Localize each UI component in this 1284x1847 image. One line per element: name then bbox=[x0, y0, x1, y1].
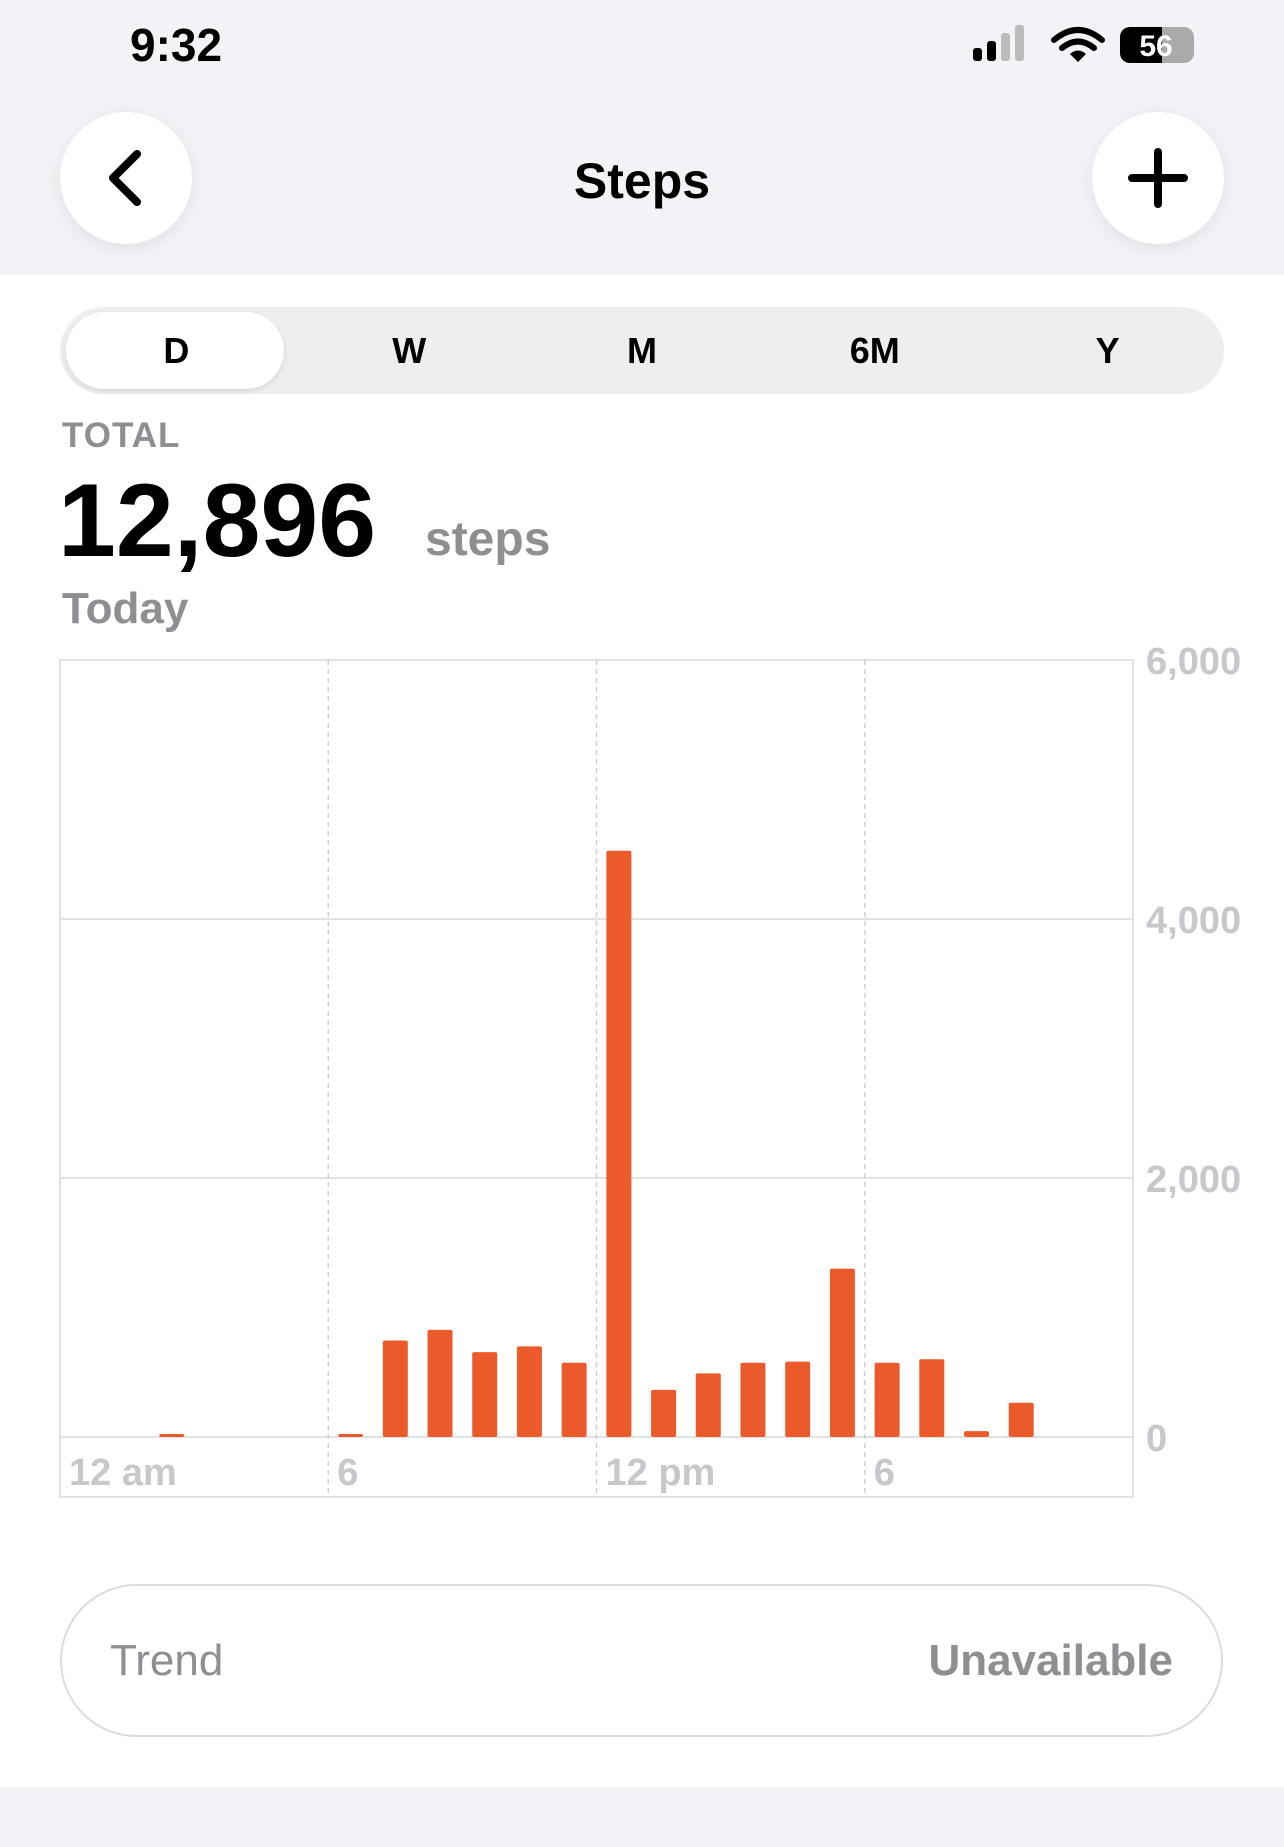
bar-hour-11 bbox=[561, 1362, 587, 1437]
segment-selected-indicator bbox=[66, 312, 284, 389]
steps-chart[interactable]: 0 2,000 4,000 6,000 12 am 6 12 pm 6 bbox=[0, 640, 1284, 1520]
segment-month[interactable]: M bbox=[626, 329, 657, 371]
bar-hour-20 bbox=[964, 1431, 990, 1437]
time-range-segmented-control[interactable]: D W M 6M Y bbox=[60, 307, 1224, 394]
back-button[interactable] bbox=[60, 112, 192, 244]
total-value: 12,896 bbox=[58, 463, 377, 579]
period-label: Today bbox=[62, 584, 189, 633]
segment-day[interactable]: D bbox=[163, 329, 190, 371]
bar-hour-7 bbox=[382, 1340, 408, 1437]
bar-hour-10 bbox=[516, 1346, 542, 1437]
bar-hour-8 bbox=[427, 1329, 453, 1437]
bar-hour-12 bbox=[606, 850, 632, 1437]
trend-row[interactable]: Trend Unavailable bbox=[60, 1584, 1223, 1737]
y-tick-label: 4,000 bbox=[1146, 900, 1241, 942]
bar-hour-9 bbox=[472, 1352, 498, 1437]
segment-year[interactable]: Y bbox=[1095, 329, 1120, 371]
battery-level: 56 bbox=[1139, 30, 1172, 63]
x-tick-label: 6 bbox=[874, 1452, 895, 1494]
bar-hour-14 bbox=[695, 1373, 721, 1437]
add-data-button[interactable] bbox=[1092, 112, 1224, 244]
x-tick-label: 12 pm bbox=[606, 1452, 716, 1494]
status-icons: 56 bbox=[973, 25, 1194, 63]
bar-hour-21 bbox=[1008, 1402, 1034, 1437]
bar-hour-18 bbox=[874, 1362, 900, 1437]
y-tick-label: 2,000 bbox=[1146, 1159, 1241, 1201]
wifi-icon bbox=[1051, 27, 1105, 51]
page-title: Steps bbox=[573, 153, 711, 209]
total-unit: steps bbox=[425, 513, 551, 566]
chevron-left-icon bbox=[109, 150, 141, 206]
bar-hour-2 bbox=[159, 1434, 185, 1437]
bar-hour-13 bbox=[651, 1389, 677, 1437]
trend-value: Unavailable bbox=[928, 1635, 1173, 1685]
bar-hour-17 bbox=[829, 1268, 855, 1437]
segment-6-months[interactable]: 6M bbox=[849, 329, 900, 371]
bar-hour-6 bbox=[338, 1434, 364, 1437]
y-tick-label: 6,000 bbox=[1146, 641, 1241, 683]
x-tick-label: 6 bbox=[337, 1452, 358, 1494]
trend-label: Trend bbox=[110, 1635, 224, 1685]
x-tick-label: 12 am bbox=[69, 1452, 177, 1494]
bar-hour-15 bbox=[740, 1362, 766, 1437]
content-area bbox=[0, 275, 1284, 1787]
signal-icon bbox=[973, 25, 1024, 61]
status-time: 9:32 bbox=[130, 19, 223, 71]
segment-week[interactable]: W bbox=[392, 329, 427, 371]
bar-hour-16 bbox=[785, 1361, 811, 1437]
total-label: TOTAL bbox=[62, 416, 181, 455]
bar-hour-19 bbox=[919, 1359, 945, 1437]
plus-icon bbox=[1128, 148, 1188, 208]
y-tick-label: 0 bbox=[1146, 1418, 1167, 1460]
